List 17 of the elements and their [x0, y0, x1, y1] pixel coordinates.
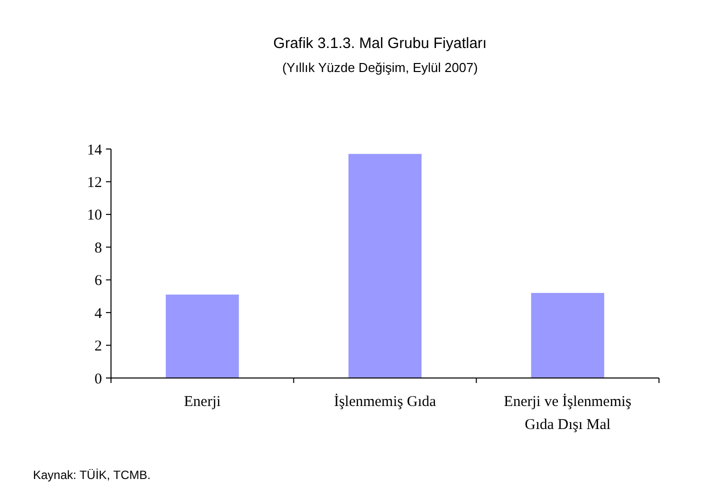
y-tick-label: 10: [87, 208, 102, 224]
text: Kaynak: TÜİK, TCMB.: [33, 468, 151, 482]
y-tick-label: 4: [94, 306, 102, 322]
chart-title: Grafik 3.1.3. Mal Grubu Fiyatları: [273, 35, 487, 52]
x-tick-label: Enerji: [184, 394, 221, 410]
y-tick-label: 6: [94, 273, 102, 290]
x-tick-label: İşlenmemiş Gıda: [334, 393, 436, 410]
y-tick-label: 2: [94, 338, 102, 355]
y-tick-label: 14: [87, 142, 102, 158]
bar: [348, 154, 422, 378]
x-tick-label: Enerji ve İşlenmemiş Gıda Dışı Mal: [504, 393, 632, 433]
bar: [531, 292, 604, 378]
y-tick-label: 0: [94, 371, 102, 388]
bar: [166, 294, 239, 378]
y-tick-label: 8: [94, 240, 102, 256]
chart-subtitle: (Yıllık Yüzde Değişim, Eylül 2007): [282, 60, 478, 75]
y-tick-label: 12: [87, 174, 102, 191]
